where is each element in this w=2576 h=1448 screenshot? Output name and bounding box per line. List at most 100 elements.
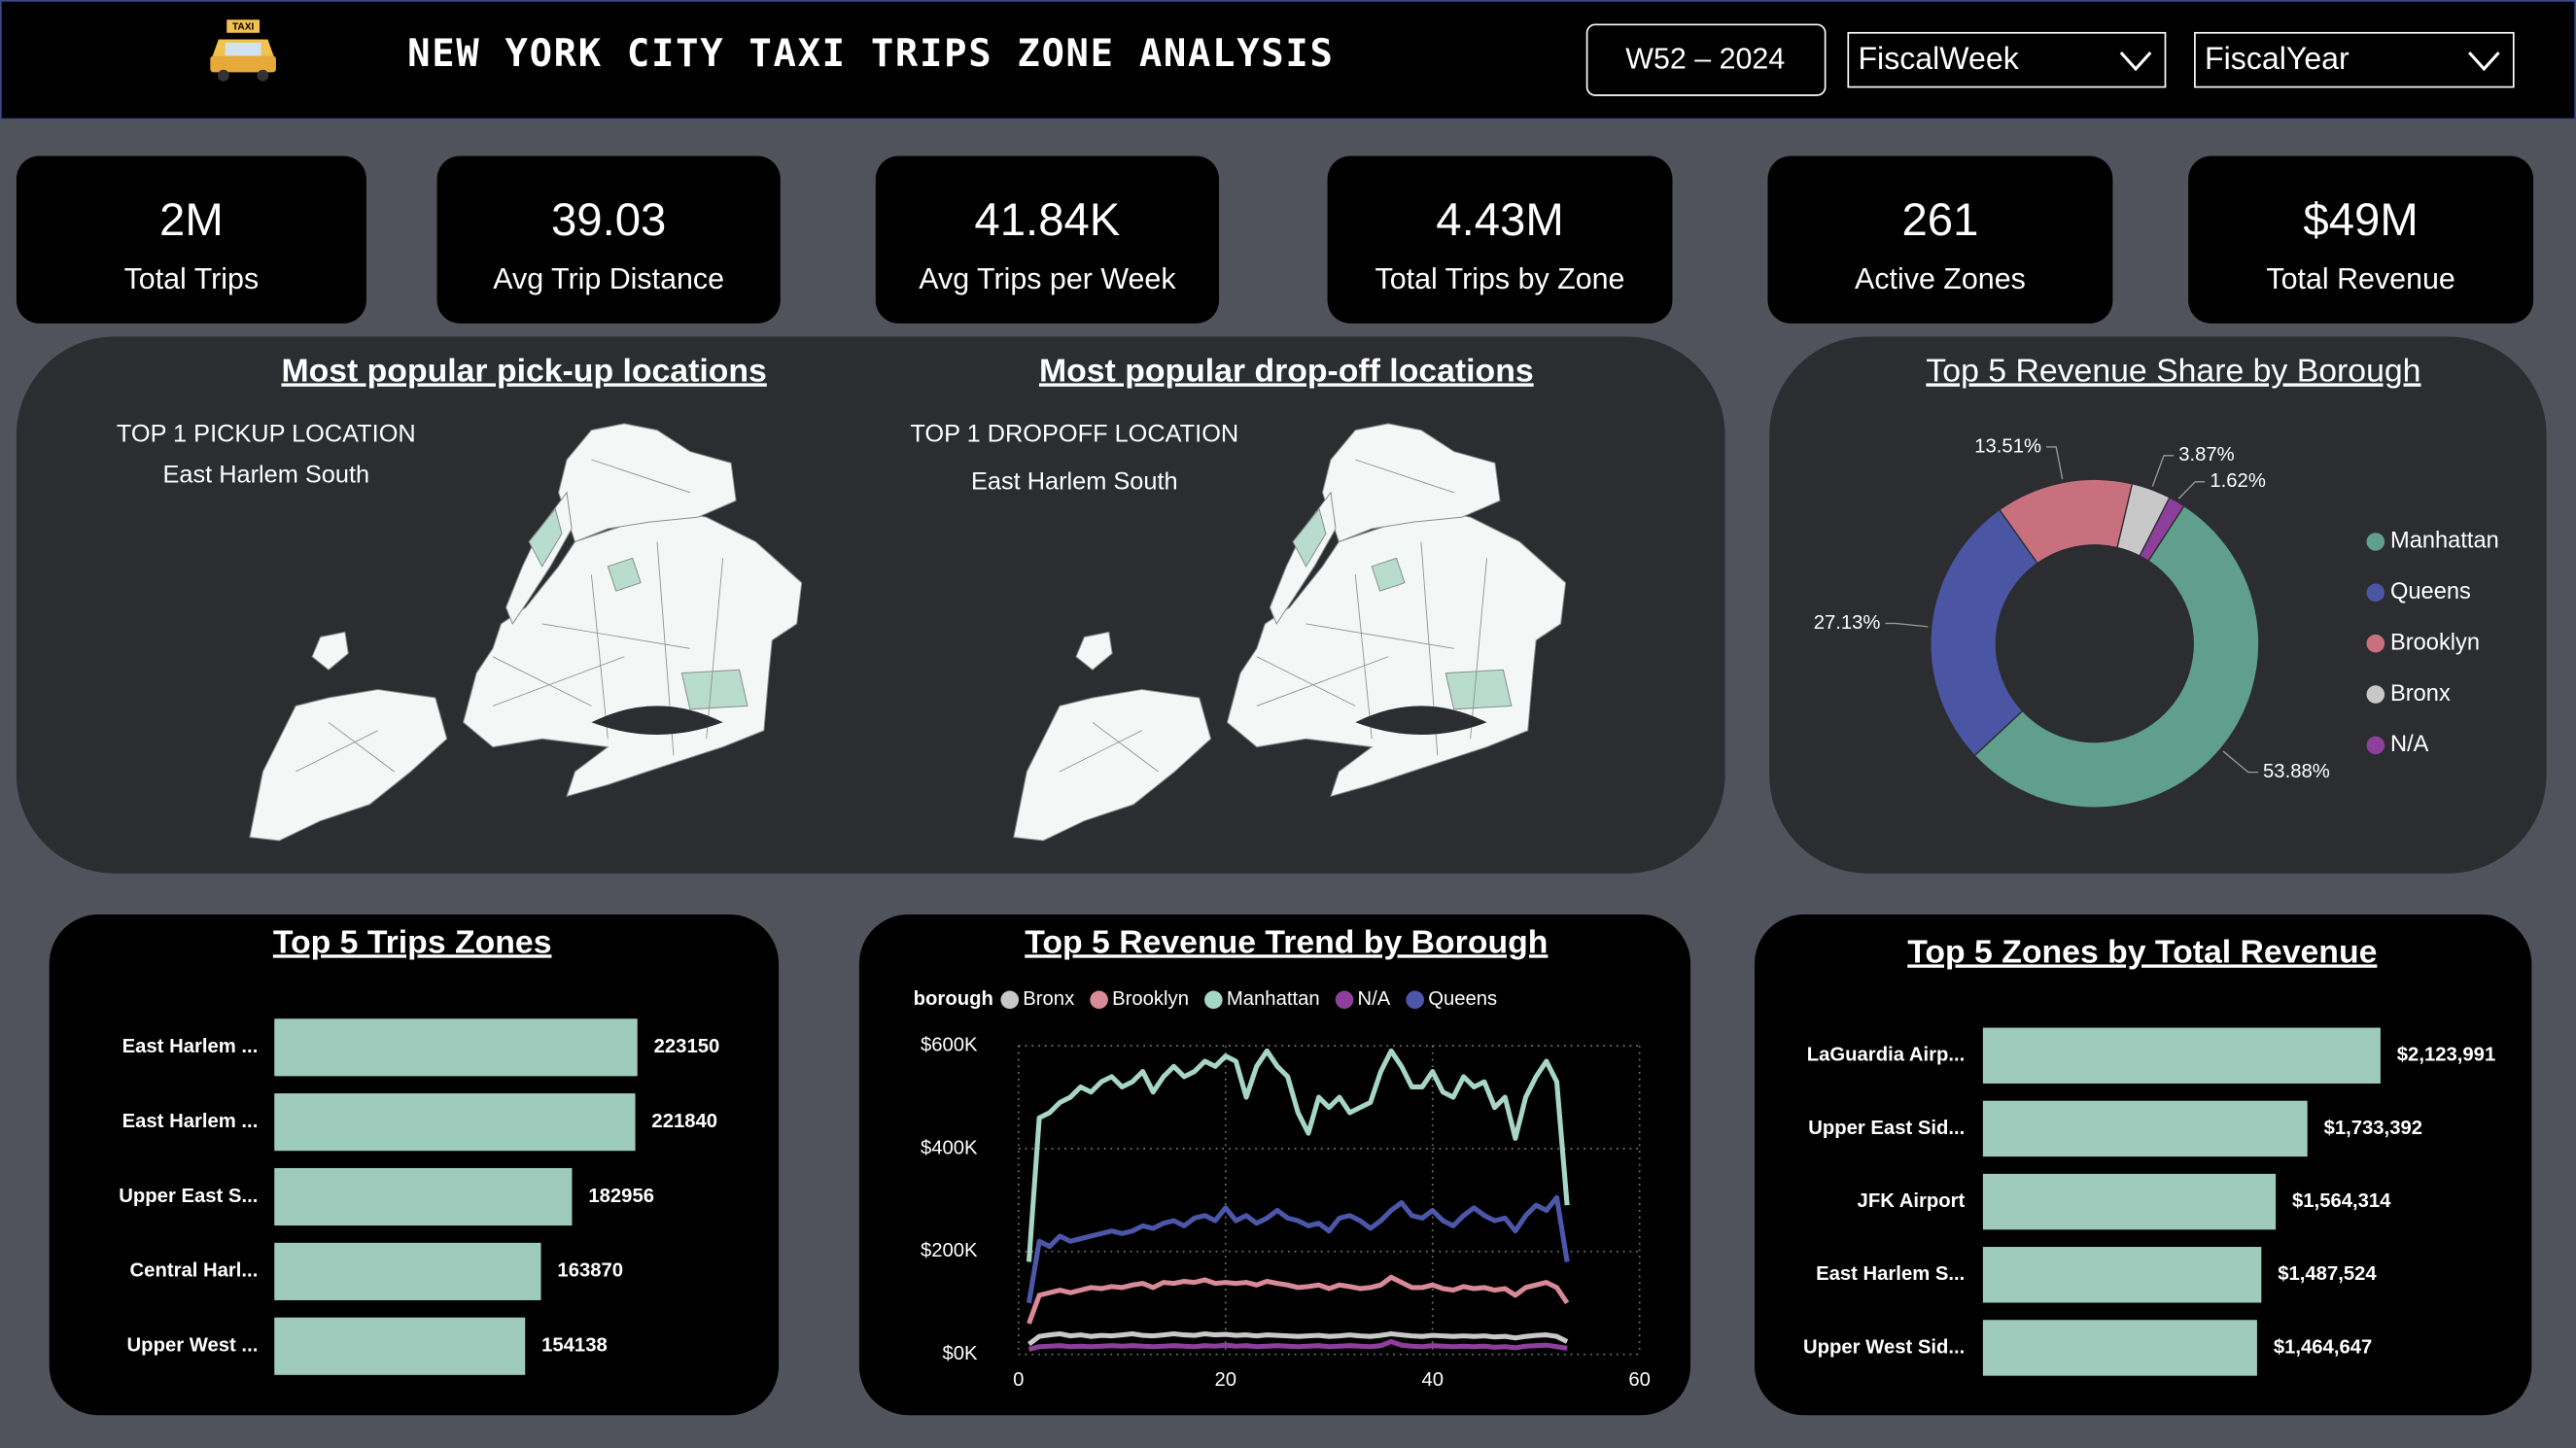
map-title: Most popular pick-up locations: [281, 352, 766, 389]
fiscal-year-dropdown[interactable]: FiscalYear: [2194, 31, 2515, 88]
data-label: 1.62%: [2210, 470, 2265, 492]
chart-title: Top 5 Revenue Share by Borough: [1926, 352, 2420, 389]
data-label: $2,123,991: [2397, 1045, 2495, 1066]
data-label: $1,564,314: [2292, 1190, 2391, 1212]
kpi-value: 2M: [159, 194, 224, 246]
legend-marker: [2366, 533, 2385, 551]
kpi-value: 39.03: [551, 194, 666, 246]
chart-title: Top 5 Trips Zones: [273, 923, 552, 960]
y-tick-label: Central Harl...: [130, 1260, 259, 1282]
kpi-card: 41.84K Avg Trips per Week: [875, 155, 1220, 324]
donut-slice: [1930, 508, 2039, 757]
data-label: 221840: [651, 1111, 717, 1132]
bar: [274, 1242, 541, 1300]
kpi-value: 41.84K: [974, 194, 1120, 246]
legend-label: Brooklyn: [1112, 988, 1189, 1010]
kpi-label: Total Trips by Zone: [1375, 262, 1625, 295]
y-tick-label: East Harlem S...: [1816, 1263, 1965, 1285]
icon-text: TAXI: [232, 22, 255, 33]
dropdown-label: FiscalWeek: [1858, 41, 2019, 76]
dropdown-label: FiscalYear: [2205, 41, 2350, 76]
legend-marker: [1204, 990, 1223, 1010]
legend-marker: [2366, 685, 2385, 704]
kpi-card-bg: [875, 155, 1220, 324]
legend-label: Bronx: [2390, 681, 2451, 707]
kpi-card: 261 Active Zones: [1767, 155, 2113, 324]
kpi-card: $49M Total Revenue: [2188, 155, 2534, 324]
leader-line: [2151, 455, 2175, 487]
kpi-card-bg: [2188, 155, 2534, 324]
legend-marker: [2366, 634, 2385, 653]
legend-label: Queens: [1428, 988, 1497, 1010]
donut-slice: [1973, 504, 2260, 809]
y-tick-label: JFK Airport: [1858, 1190, 1966, 1212]
line-series: [1026, 1048, 1570, 1262]
line-series: [1026, 1194, 1570, 1304]
kpi-label: Total Trips: [124, 262, 260, 295]
bar: [1982, 1173, 2277, 1230]
map-title: Most popular drop-off locations: [1039, 352, 1534, 389]
kpi-label: Total Revenue: [2266, 262, 2454, 295]
kpi-card-bg: [436, 155, 781, 324]
taxi-icon: TAXI: [210, 19, 276, 82]
donut-slice: [2139, 497, 2185, 563]
data-label: 13.51%: [1974, 435, 2041, 457]
kpi-label: Avg Trips per Week: [919, 262, 1176, 295]
legend-marker: [1090, 990, 1108, 1010]
legend-label: N/A: [2390, 732, 2429, 757]
map-location: East Harlem South: [971, 467, 1178, 495]
map-caption: TOP 1 DROPOFF LOCATION: [910, 420, 1238, 447]
legend-label: N/A: [1358, 988, 1391, 1010]
data-label: 27.13%: [1814, 612, 1881, 634]
data-label: 163870: [557, 1260, 623, 1282]
kpi-card-bg: [1327, 155, 1673, 324]
y-tick-label: $0K: [943, 1343, 979, 1364]
y-tick-label: Upper East Sid...: [1808, 1118, 1965, 1139]
data-label: 53.88%: [2263, 761, 2330, 782]
leader-line: [2046, 446, 2064, 480]
fiscal-week-dropdown[interactable]: FiscalWeek: [1847, 31, 2167, 88]
data-label: 154138: [541, 1335, 608, 1357]
x-tick-label: 60: [1628, 1369, 1651, 1391]
kpi-card-bg: [16, 155, 366, 324]
x-tick-label: 40: [1421, 1369, 1444, 1391]
y-tick-label: Upper East S...: [119, 1186, 258, 1207]
legend-marker: [2366, 736, 2385, 755]
legend-marker: [2366, 583, 2385, 603]
y-tick-label: LaGuardia Airp...: [1807, 1045, 1966, 1066]
legend-label: Brooklyn: [2390, 630, 2480, 655]
chart-title: Top 5 Revenue Trend by Borough: [1025, 923, 1548, 960]
kpi-value: 4.43M: [1436, 194, 1563, 246]
line-series: [1027, 1274, 1570, 1325]
period-text: W52 – 2024: [1625, 43, 1785, 76]
y-tick-label: East Harlem ...: [122, 1111, 259, 1132]
legend-marker: [1000, 990, 1020, 1010]
leader-line: [2177, 481, 2206, 500]
map-location: East Harlem South: [162, 462, 369, 489]
legend-label: Bronx: [1023, 988, 1074, 1010]
legend-label: Queens: [2390, 579, 2471, 604]
kpi-label: Avg Trip Distance: [493, 262, 724, 295]
bar: [274, 1317, 526, 1375]
legend-marker: [1335, 990, 1354, 1010]
x-tick-label: 20: [1215, 1369, 1237, 1391]
y-tick-label: Upper West ...: [127, 1335, 259, 1357]
x-tick-label: 0: [1013, 1369, 1024, 1391]
kpi-value: 261: [1901, 194, 1978, 246]
bar: [274, 1018, 638, 1077]
bar: [274, 1093, 636, 1152]
kpi-label: Active Zones: [1855, 262, 2026, 295]
kpi-card: 39.03 Avg Trip Distance: [436, 155, 781, 324]
leader-line: [2222, 750, 2258, 774]
bar: [274, 1167, 573, 1226]
y-tick-label: $200K: [921, 1240, 978, 1261]
y-tick-label: $600K: [921, 1034, 978, 1055]
bar: [1982, 1247, 2262, 1303]
kpi-value: $49M: [2303, 194, 2418, 246]
line-series: [1027, 1331, 1569, 1347]
leader-line: [1885, 622, 1929, 628]
data-label: 182956: [588, 1186, 654, 1207]
legend-title: borough: [914, 988, 993, 1010]
bar: [1982, 1027, 2381, 1084]
bar: [1982, 1100, 2308, 1157]
